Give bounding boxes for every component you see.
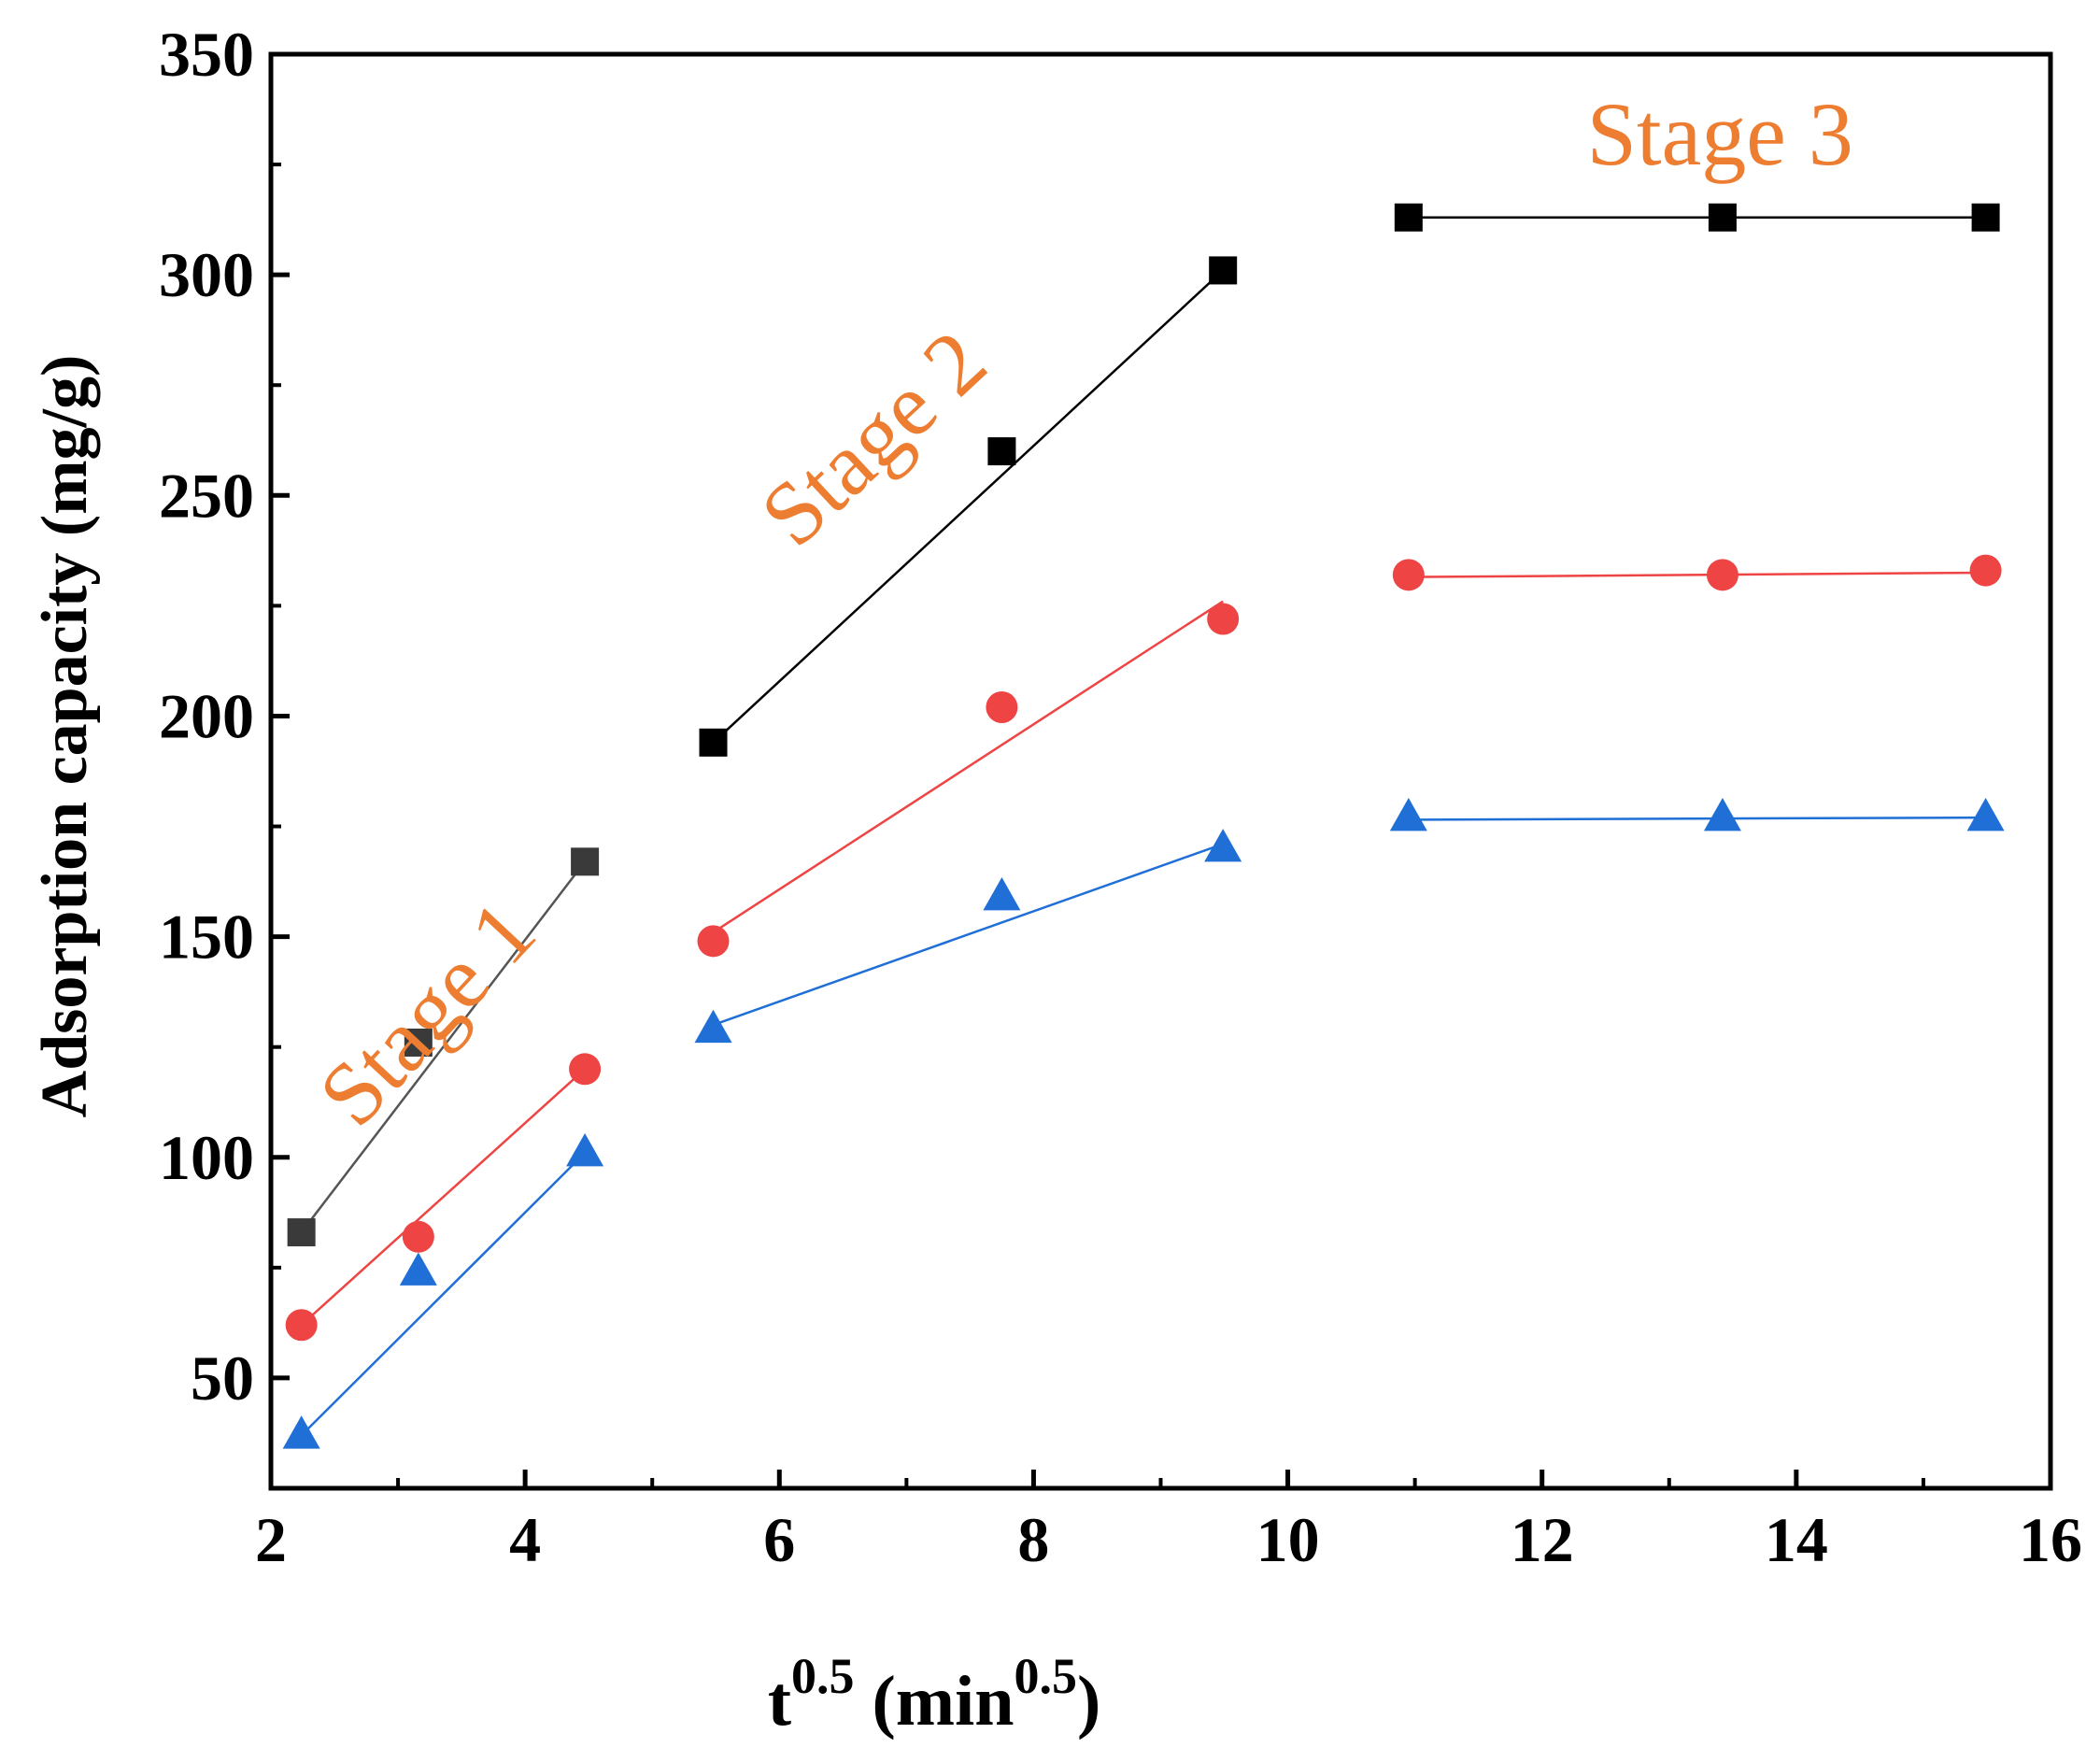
circle-marker (402, 1220, 434, 1253)
triangle-marker (282, 1415, 320, 1449)
y-tick-label: 150 (159, 902, 254, 973)
triangle-marker (1966, 798, 2005, 831)
square-marker (1394, 203, 1423, 232)
square-marker (699, 728, 728, 757)
x-tick-label: 4 (509, 1504, 541, 1575)
y-tick-label: 200 (159, 680, 254, 751)
square-marker (571, 847, 600, 876)
x-axis-title-close: ) (1077, 1662, 1100, 1741)
circle-marker (697, 925, 730, 958)
triangle-marker (694, 1009, 732, 1044)
circle-marker (285, 1309, 318, 1342)
triangle-fit-line (713, 843, 1224, 1027)
y-tick-label: 250 (159, 460, 254, 531)
circle-marker (1969, 554, 2002, 587)
x-tick-label: 10 (1256, 1504, 1320, 1575)
x-tick-label: 12 (1511, 1504, 1574, 1575)
square-marker (1209, 256, 1238, 285)
square-fit-line (712, 269, 1225, 744)
square-marker (287, 1218, 316, 1247)
x-tick-label: 2 (255, 1504, 287, 1575)
triangle-fit-line (300, 1152, 586, 1437)
y-tick-label: 300 (159, 239, 254, 310)
triangle-marker (983, 877, 1021, 911)
x-axis-title-unit: (min (855, 1662, 1015, 1741)
data-markers (282, 203, 2005, 1449)
axis-ticks: 2 4 6 8 10 12 14 16 50 100 150 200 250 300 350 (159, 19, 2082, 1575)
square-marker (987, 437, 1016, 466)
square-marker (1708, 203, 1737, 232)
circle-marker (1392, 559, 1425, 591)
circle-fit-line (300, 1068, 586, 1327)
x-axis-title-sup: 0.5 (791, 1648, 855, 1704)
stage-3-label: Stage 3 (1587, 84, 1853, 184)
triangle-marker (1389, 798, 1427, 831)
circle-marker (1207, 603, 1240, 635)
triangle-marker (1703, 798, 1741, 831)
circle-fit-line (712, 600, 1224, 933)
stage-annotations: Stage 1 Stage 2 Stage 3 (299, 84, 1853, 1144)
y-tick-label: 350 (159, 19, 254, 90)
fit-lines (300, 216, 1986, 1437)
triangle-fit-line (1408, 816, 1986, 821)
y-axis-title: Adsorption capacity (mg/g) (29, 355, 101, 1118)
stage-2-label: Stage 2 (742, 310, 1005, 565)
stage-1-label: Stage 1 (299, 882, 554, 1145)
circle-marker (986, 691, 1018, 724)
circle-marker (1706, 559, 1738, 591)
square-fit-line (300, 860, 587, 1233)
y-tick-label: 100 (159, 1122, 254, 1193)
x-tick-label: 8 (1017, 1504, 1049, 1575)
x-tick-label: 6 (763, 1504, 795, 1575)
x-axis-title: t0.5 (min0.5) (768, 1648, 1101, 1741)
x-axis-title-base: t (768, 1662, 791, 1741)
square-marker (1971, 203, 2000, 232)
x-axis-title-unit-sup: 0.5 (1015, 1648, 1078, 1704)
triangle-marker (1204, 829, 1242, 862)
plot-frame (268, 51, 2053, 1491)
y-tick-label: 50 (191, 1343, 254, 1414)
x-tick-label: 16 (2019, 1504, 2082, 1575)
x-tick-label: 14 (1765, 1504, 1828, 1575)
triangle-marker (399, 1252, 437, 1286)
square-marker (404, 1028, 433, 1057)
triangle-marker (566, 1132, 604, 1167)
circle-marker (569, 1053, 602, 1086)
circle-fit-line (1408, 571, 1986, 578)
